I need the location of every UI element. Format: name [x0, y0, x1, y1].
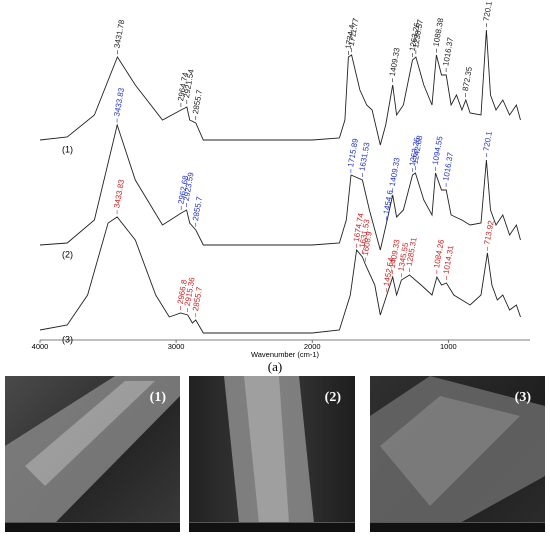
series-label: (3)	[62, 334, 73, 344]
peak-label: 1409.33	[388, 46, 402, 77]
peak-label: 2855.7	[191, 195, 204, 221]
peak-label: 1734.4	[344, 24, 357, 50]
image-label: (3)	[514, 390, 531, 405]
x-tick-label: 1000	[440, 342, 457, 351]
peak-label: 1094.55	[431, 135, 445, 166]
peak-label: 2966.8	[176, 279, 189, 305]
x-tick-label: 2000	[304, 342, 321, 351]
image-label: (1)	[149, 390, 166, 405]
fiber	[370, 376, 545, 523]
peak-label: 1454.6	[382, 189, 395, 215]
x-tick-label: 3000	[168, 342, 185, 351]
peak-label: 1711.77	[347, 17, 361, 47]
spectrum-line	[39, 216, 521, 334]
peak-label: 1088.38	[431, 17, 445, 48]
peak-label: 1016.37	[441, 151, 455, 182]
x-axis-label: Wavenumber (cm-1)	[251, 350, 320, 359]
peak-label: 1631.53	[358, 141, 372, 172]
info-strip	[370, 522, 545, 532]
spectrum-line	[39, 123, 521, 251]
panel-label: (a)	[268, 359, 282, 374]
peak-label: 3433.83	[112, 87, 126, 118]
sem-image: (3)	[370, 376, 545, 532]
peak-label: 2855.7	[191, 89, 204, 115]
info-strip	[5, 522, 180, 532]
peak-label: 1608.9	[361, 230, 374, 256]
peak-label: 720.1	[482, 130, 494, 152]
spectrum-line	[39, 29, 521, 146]
series-label: (1)	[62, 144, 73, 154]
peak-label: 3431.78	[112, 18, 126, 49]
peak-label: 1016.37	[441, 36, 455, 67]
peak-label: 2855.7	[191, 286, 204, 312]
chart: Wavenumber (cm-1) (a) 4000 3000 2000 1000 (1…	[32, 0, 530, 374]
x-tick-label: 4000	[32, 342, 49, 351]
sem-image: (1)	[5, 376, 180, 532]
sem-image: (2)	[189, 376, 355, 532]
series-label: (2)	[62, 249, 73, 259]
peak-label: 713.92	[482, 219, 495, 245]
peak-label: 3433.83	[112, 178, 126, 209]
peak-label: 1409.33	[388, 156, 402, 187]
peak-label: 1285.31	[405, 236, 419, 267]
fiber	[5, 376, 180, 523]
info-strip	[189, 522, 355, 532]
fiber	[224, 376, 314, 523]
peak-label: 872.35	[461, 66, 474, 92]
peak-label: 720.1	[482, 0, 494, 22]
image-label: (2)	[324, 390, 341, 405]
